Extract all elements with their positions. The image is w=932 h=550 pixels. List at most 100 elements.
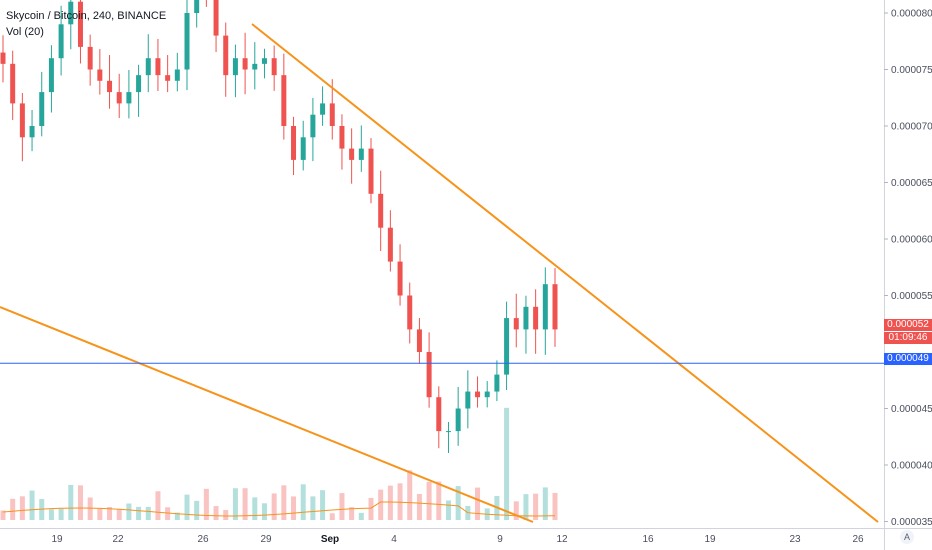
price-tick-label: 0.000080: [891, 9, 932, 20]
candle-body: [48, 58, 54, 93]
candle-body: [155, 58, 161, 76]
chart-legend: Skycoin / Bitcoin, 240, BINANCE Vol (20): [6, 8, 166, 40]
volume-bar: [436, 481, 442, 520]
volume-bar: [300, 484, 306, 520]
date-tick-label: Sep: [321, 534, 339, 545]
volume-bar: [107, 507, 113, 520]
volume-bar: [174, 512, 180, 520]
volume-bar: [533, 493, 539, 520]
volume-bar: [155, 491, 161, 520]
volume-bar: [136, 506, 142, 520]
candle-body: [349, 148, 355, 160]
volume-bar: [242, 488, 248, 520]
volume-bar: [223, 510, 229, 520]
price-tick-label: 0.000055: [891, 291, 932, 302]
volume-bar: [19, 496, 25, 520]
candle-body: [426, 352, 432, 398]
price-tick-label: 0.000035: [891, 517, 932, 528]
candle-body: [339, 126, 345, 149]
volume-bar: [387, 485, 393, 520]
volume-bar: [542, 487, 548, 520]
date-tick-label: 16: [642, 534, 654, 545]
volume-bar: [203, 488, 209, 520]
candle-body: [310, 114, 316, 138]
candle-body: [504, 318, 510, 375]
volume-bar: [349, 507, 355, 520]
volume-bar: [0, 510, 6, 520]
volume-bar: [368, 497, 374, 520]
price-tick-label: 0.000060: [891, 235, 932, 246]
price-tick-label: 0.000070: [891, 122, 932, 133]
candle-body: [223, 35, 229, 76]
date-tick-label: 22: [112, 534, 124, 545]
candle-body: [19, 103, 25, 138]
candle-body: [174, 69, 180, 81]
candle-body: [136, 75, 142, 93]
candle-body: [77, 1, 83, 47]
volume-bar: [552, 492, 558, 520]
candle-body: [165, 75, 171, 81]
price-tick-label: 0.000040: [891, 461, 932, 472]
volume-bar: [378, 489, 384, 520]
candle-body: [39, 92, 45, 126]
auto-scale-icon[interactable]: A: [900, 530, 914, 544]
candle-body: [261, 58, 267, 64]
candle-body: [542, 284, 548, 330]
date-tick-label: 19: [704, 534, 716, 545]
candle-body: [87, 46, 93, 70]
descending-trendline-lower: [0, 306, 534, 523]
volume-bar: [97, 508, 103, 520]
candle-body: [242, 58, 248, 70]
candle-body: [445, 431, 451, 433]
volume-bar: [145, 506, 151, 520]
price-tick-label: 0.000065: [891, 178, 932, 189]
candle-body: [271, 58, 277, 76]
volume-bar: [426, 481, 432, 520]
date-tick-label: 23: [789, 534, 801, 545]
horizontal-line-price-tag: 0.000049: [884, 353, 932, 365]
candle-body: [10, 63, 16, 104]
candle-body: [523, 306, 529, 330]
volume-bar: [87, 497, 93, 520]
volume-bar: [291, 496, 297, 520]
volume-bar: [271, 493, 277, 520]
volume-bar: [504, 407, 510, 520]
volume-bar: [329, 513, 335, 520]
volume-bar: [116, 509, 122, 520]
volume-bar: [48, 509, 54, 520]
candle-body: [320, 103, 326, 115]
volume-bar: [165, 507, 171, 520]
last-price-tag: 0.000052: [884, 319, 932, 331]
volume-bar: [407, 470, 413, 520]
volume-bar: [58, 508, 64, 520]
volume-bar: [320, 490, 326, 520]
volume-bar: [339, 493, 345, 520]
candle-body: [97, 69, 103, 81]
candle-body: [232, 58, 238, 76]
date-tick-label: 26: [197, 534, 209, 545]
volume-bar: [194, 500, 200, 520]
price-tick-label: 0.000075: [891, 65, 932, 76]
candle-body: [513, 318, 519, 330]
candle-body: [416, 329, 422, 352]
volume-bar: [252, 497, 258, 520]
plot-area: [0, 0, 884, 528]
date-tick-label: 9: [497, 534, 503, 545]
volume-bar: [445, 500, 451, 520]
volume-bar: [513, 501, 519, 520]
price-tick-label: 0.000045: [891, 404, 932, 415]
candle-body: [58, 24, 64, 59]
date-tick-label: 19: [51, 534, 63, 545]
volume-bar: [10, 498, 16, 520]
candle-body: [378, 193, 384, 228]
candle-body: [368, 148, 374, 194]
candle-body: [68, 1, 74, 25]
candle-body: [436, 397, 442, 432]
candle-body: [465, 391, 471, 409]
volume-bar: [29, 490, 35, 520]
descending-trendline-upper: [251, 23, 879, 523]
candle-body: [387, 227, 393, 262]
candle-body: [494, 374, 500, 392]
candle-body: [358, 148, 364, 160]
